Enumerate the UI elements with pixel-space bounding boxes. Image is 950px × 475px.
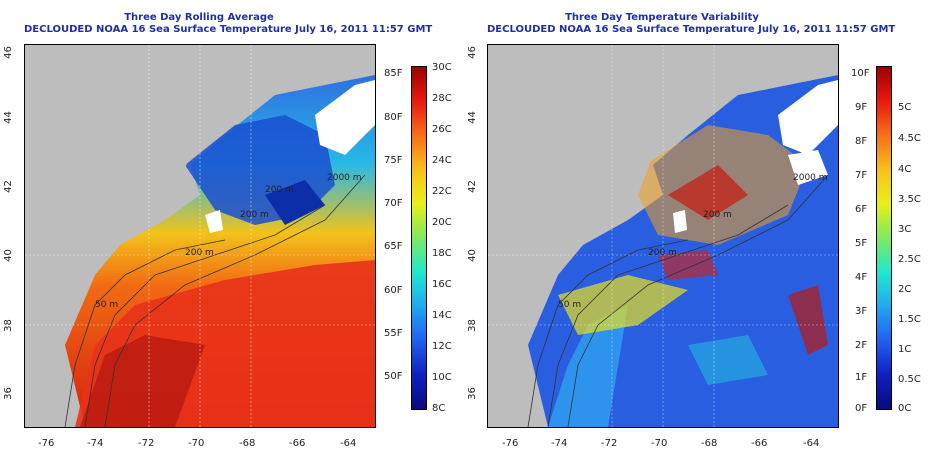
left-cbar-c-30: 30C bbox=[432, 62, 452, 73]
right-clouds bbox=[778, 80, 838, 155]
right-map-graphic bbox=[488, 45, 838, 427]
right-lon-66: -66 bbox=[751, 438, 768, 449]
right-contour-2000m bbox=[567, 174, 829, 427]
left-contour-label-3: 200 m bbox=[185, 248, 214, 258]
left-lon-74: -74 bbox=[87, 438, 104, 449]
left-contour-200m bbox=[84, 204, 326, 427]
right-cbar-f-9: 9F bbox=[855, 102, 868, 113]
right-cbar-c-25: 2.5C bbox=[898, 254, 921, 265]
left-subtitle: DECLOUDED NOAA 16 Sea Surface Temperatur… bbox=[24, 24, 433, 35]
right-lon-74: -74 bbox=[551, 438, 568, 449]
left-cbar-c-28: 28C bbox=[432, 93, 452, 104]
left-lat-42: 42 bbox=[2, 180, 14, 193]
left-contour-label-2: 200 m bbox=[265, 185, 294, 195]
right-cbar-c-1: 1C bbox=[898, 344, 912, 355]
left-cbar-c-12: 12C bbox=[432, 341, 452, 352]
left-lat-44: 44 bbox=[2, 111, 14, 124]
left-land bbox=[25, 45, 325, 427]
left-lon-72: -72 bbox=[138, 438, 155, 449]
right-cbar-c-45: 4.5C bbox=[898, 133, 921, 144]
right-colorbar bbox=[876, 66, 892, 410]
left-contour-label-1: 2000 m bbox=[327, 173, 362, 183]
left-cbar-c-18: 18C bbox=[432, 248, 452, 259]
right-cbar-c-35: 3.5C bbox=[898, 194, 921, 205]
left-contour-label-4: 50 m bbox=[95, 300, 119, 310]
right-cbar-f-7: 7F bbox=[855, 170, 868, 181]
left-lon-70: -70 bbox=[188, 438, 205, 449]
right-cbar-f-6: 6F bbox=[855, 204, 868, 215]
left-contour-label-5: 200 m bbox=[240, 210, 269, 220]
left-cbar-c-10: 10C bbox=[432, 372, 452, 383]
left-lat-38: 38 bbox=[2, 319, 14, 332]
right-cbar-c-05: 0.5C bbox=[898, 374, 921, 385]
right-contour-label-1: 200 m bbox=[648, 248, 677, 258]
right-lat-40: 40 bbox=[466, 249, 478, 262]
right-subtitle: DECLOUDED NOAA 16 Sea Surface Temperatur… bbox=[487, 24, 896, 35]
left-lat-46: 46 bbox=[2, 46, 14, 59]
left-cbar-c-8: 8C bbox=[432, 403, 446, 414]
right-cbar-f-0: 0F bbox=[855, 403, 868, 414]
right-cbar-f-3: 3F bbox=[855, 306, 868, 317]
left-contour-2000m bbox=[104, 174, 366, 427]
right-lon-64: -64 bbox=[803, 438, 820, 449]
right-cbar-f-8: 8F bbox=[855, 136, 868, 147]
left-cbar-f-80: 80F bbox=[384, 112, 403, 123]
right-cbar-c-2: 2C bbox=[898, 284, 912, 295]
right-lon-72: -72 bbox=[601, 438, 618, 449]
right-contour-label-4: 2000 m bbox=[793, 173, 828, 183]
left-cbar-f-85: 85F bbox=[384, 68, 403, 79]
left-cbar-c-24: 24C bbox=[432, 155, 452, 166]
right-lat-42: 42 bbox=[466, 180, 478, 193]
left-cbar-f-50: 50F bbox=[384, 371, 403, 382]
right-cbar-c-5: 5C bbox=[898, 102, 912, 113]
left-cbar-f-65: 65F bbox=[384, 241, 403, 252]
left-cbar-c-22: 22C bbox=[432, 186, 452, 197]
left-clouds bbox=[315, 80, 375, 155]
left-cbar-f-70: 70F bbox=[384, 198, 403, 209]
right-variability-map: 200 m 200 m 50 m 2000 m bbox=[487, 44, 839, 428]
right-cbar-f-5: 5F bbox=[855, 238, 868, 249]
right-contour-label-2: 200 m bbox=[703, 210, 732, 220]
left-cbar-c-26: 26C bbox=[432, 124, 452, 135]
left-lat-36: 36 bbox=[2, 387, 14, 400]
left-lon-68: -68 bbox=[239, 438, 256, 449]
left-cbar-c-20: 20C bbox=[432, 217, 452, 228]
right-cbar-c-15: 1.5C bbox=[898, 314, 921, 325]
right-lon-70: -70 bbox=[651, 438, 668, 449]
right-cbar-c-3: 3C bbox=[898, 224, 912, 235]
right-cbar-f-10: 10F bbox=[851, 68, 870, 79]
left-cbar-c-16: 16C bbox=[432, 279, 452, 290]
right-cbar-f-1: 1F bbox=[855, 372, 868, 383]
left-cbar-c-14: 14C bbox=[432, 310, 452, 321]
right-contour-200m bbox=[547, 204, 789, 427]
right-cbar-f-2: 2F bbox=[855, 340, 868, 351]
right-cbar-c-0: 0C bbox=[898, 403, 912, 414]
left-lon-64: -64 bbox=[340, 438, 357, 449]
right-lat-38: 38 bbox=[466, 319, 478, 332]
left-map-graphic bbox=[25, 45, 375, 427]
right-lat-36: 36 bbox=[466, 387, 478, 400]
right-lat-46: 46 bbox=[466, 46, 478, 59]
right-lat-44: 44 bbox=[466, 111, 478, 124]
right-contour-50m bbox=[527, 239, 689, 427]
right-lon-76: -76 bbox=[502, 438, 519, 449]
right-cbar-f-4: 4F bbox=[855, 272, 868, 283]
left-title: Three Day Rolling Average bbox=[124, 12, 274, 23]
left-sst-map: 2000 m 200 m 200 m 50 m 200 m bbox=[24, 44, 376, 428]
left-lon-66: -66 bbox=[289, 438, 306, 449]
left-cbar-f-60: 60F bbox=[384, 285, 403, 296]
right-title: Three Day Temperature Variability bbox=[565, 12, 759, 23]
right-land bbox=[488, 45, 788, 427]
left-contour-50m bbox=[64, 239, 226, 427]
left-cbar-f-55: 55F bbox=[384, 328, 403, 339]
right-contour-label-3: 50 m bbox=[558, 300, 582, 310]
right-lon-68: -68 bbox=[701, 438, 718, 449]
left-lon-76: -76 bbox=[38, 438, 55, 449]
left-colorbar bbox=[411, 66, 427, 410]
right-cbar-c-4: 4C bbox=[898, 164, 912, 175]
left-cbar-f-75: 75F bbox=[384, 155, 403, 166]
left-lat-40: 40 bbox=[2, 249, 14, 262]
